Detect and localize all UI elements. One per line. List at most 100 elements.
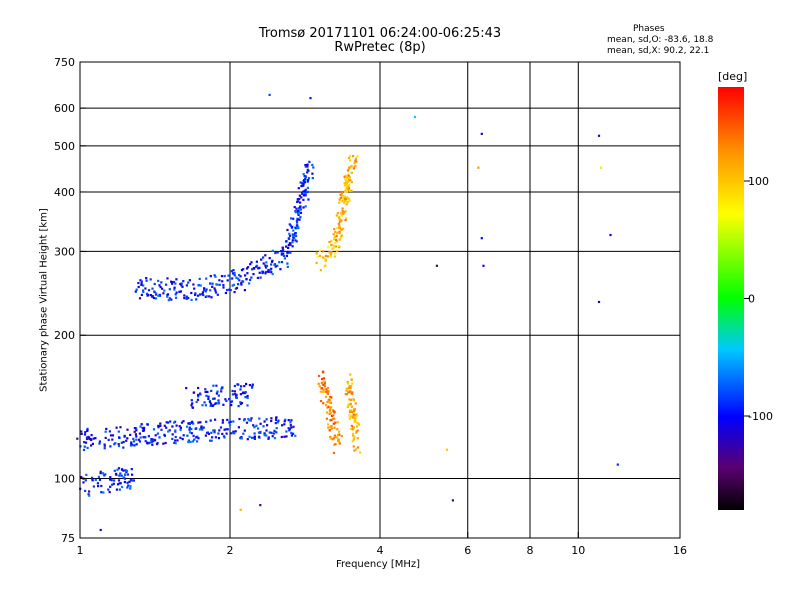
echo-point — [285, 430, 288, 433]
echo-point — [219, 426, 223, 429]
echo-point — [344, 177, 347, 180]
echo-point — [318, 374, 321, 378]
echo-point — [288, 427, 291, 431]
echo-point — [329, 407, 332, 410]
echo-point — [306, 165, 309, 168]
echo-point — [100, 491, 103, 494]
echo-point — [351, 440, 354, 443]
echo-point — [306, 186, 309, 189]
echo-point — [349, 384, 352, 388]
echo-point — [182, 434, 185, 437]
echo-point — [270, 417, 273, 420]
echo-point — [349, 398, 353, 401]
echo-point — [597, 134, 601, 137]
echo-point — [324, 259, 328, 263]
echo-point — [320, 381, 323, 384]
echo-point — [137, 438, 141, 441]
echo-point — [149, 278, 152, 281]
echo-point — [292, 236, 295, 239]
echo-point — [162, 292, 165, 295]
echo-point — [137, 285, 140, 289]
echo-point — [240, 385, 243, 388]
echo-point — [616, 463, 619, 466]
echo-point — [97, 475, 100, 478]
echo-point — [192, 434, 195, 437]
echo-point — [147, 435, 150, 438]
echo-point — [347, 187, 351, 190]
echo-point — [351, 155, 355, 158]
echo-point — [333, 426, 336, 429]
echo-point — [138, 440, 142, 443]
echo-point — [98, 442, 101, 445]
echo-point — [251, 383, 254, 386]
echo-point — [348, 391, 351, 394]
echo-point — [350, 427, 353, 430]
echo-point — [160, 428, 163, 431]
echo-point — [297, 212, 300, 215]
echo-point — [259, 430, 262, 434]
echo-point — [356, 155, 359, 158]
echo-point — [318, 385, 321, 388]
echo-point — [218, 279, 221, 282]
echo-point — [194, 427, 197, 430]
echo-point — [295, 219, 298, 222]
echo-point — [445, 448, 449, 451]
echo-point — [151, 287, 154, 290]
echo-point — [221, 419, 224, 422]
echo-point — [171, 282, 174, 285]
echo-point — [292, 234, 295, 238]
echo-point — [274, 418, 278, 421]
echo-point — [240, 436, 243, 439]
x-tick-label: 8 — [527, 544, 534, 557]
echo-point — [348, 176, 351, 179]
echo-point — [329, 437, 332, 440]
echo-point — [352, 427, 355, 430]
echo-point — [244, 396, 247, 399]
echo-point — [188, 428, 191, 431]
echo-point — [210, 296, 213, 299]
echo-point — [353, 411, 356, 414]
echo-point — [294, 239, 297, 242]
echo-point — [323, 382, 326, 385]
echo-point — [347, 387, 350, 390]
echo-point — [338, 440, 341, 443]
echo-point — [203, 287, 206, 290]
echo-point — [349, 373, 352, 376]
echo-point — [269, 268, 272, 271]
echo-point — [347, 156, 351, 160]
echo-point — [244, 391, 247, 394]
grid — [80, 62, 680, 538]
echo-point — [163, 289, 166, 292]
echo-point — [322, 377, 326, 380]
echo-point — [322, 250, 325, 253]
echo-point — [128, 480, 131, 483]
echo-point — [129, 433, 132, 436]
echo-point — [276, 421, 279, 424]
echo-point — [331, 438, 334, 441]
echo-point — [120, 474, 123, 477]
echo-point — [122, 476, 125, 479]
colorbar-tick-label: 100 — [748, 175, 769, 188]
echo-point — [249, 263, 252, 266]
echo-point — [174, 293, 177, 296]
echo-point — [157, 426, 160, 429]
echo-point — [328, 240, 331, 244]
echo-point — [263, 434, 266, 437]
echo-point — [345, 187, 348, 191]
echo-point — [218, 429, 221, 432]
echo-point — [230, 270, 233, 273]
echo-point — [266, 424, 269, 427]
echo-point — [242, 268, 245, 271]
echo-point — [288, 234, 292, 237]
echo-point — [242, 280, 245, 283]
echo-point — [599, 166, 603, 169]
echo-point — [174, 429, 177, 432]
echo-point — [204, 404, 207, 407]
echo-point — [223, 436, 226, 439]
echo-point — [201, 404, 204, 407]
echo-point — [141, 427, 144, 430]
echo-point — [344, 195, 347, 198]
echo-point — [84, 431, 87, 434]
echo-point — [353, 165, 356, 168]
